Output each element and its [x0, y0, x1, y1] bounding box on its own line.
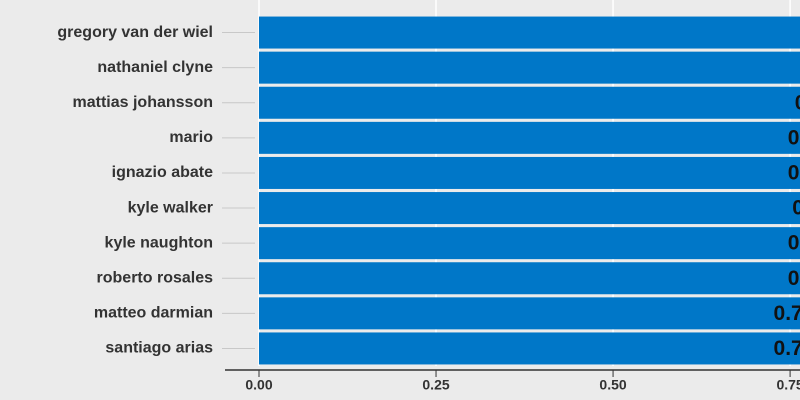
y-tick-label: matteo darmian	[94, 305, 213, 322]
y-tick-label: santiago arias	[105, 340, 213, 357]
y-tick-label: kyle walker	[128, 199, 213, 216]
x-tick-label: 0.50	[599, 377, 626, 393]
value-label: 0.81	[788, 267, 800, 290]
y-tick-label: kyle naughton	[105, 234, 213, 251]
value-label: 0.79	[774, 302, 800, 325]
bar	[259, 121, 800, 154]
value-label: 0.81	[788, 126, 800, 149]
value-label: 0.8	[792, 197, 800, 220]
value-label: 0.79	[774, 337, 800, 360]
x-tick-label: 0.00	[245, 377, 272, 393]
y-tick-label: mario	[169, 129, 213, 146]
bar	[259, 16, 800, 49]
bar	[259, 192, 800, 225]
y-tick-label: nathaniel clyne	[97, 59, 213, 76]
bar	[259, 156, 800, 189]
y-tick-label: mattias johansson	[73, 94, 213, 111]
x-tick-label: 0.75	[776, 377, 800, 393]
bar	[259, 297, 800, 330]
value-label: 0.81	[788, 232, 800, 255]
bar	[259, 332, 800, 365]
y-tick-label: roberto rosales	[97, 269, 214, 286]
value-label: 0.81	[788, 161, 800, 184]
y-tick-label: gregory van der wiel	[57, 24, 213, 41]
y-tick-label: ignazio abate	[112, 164, 213, 181]
value-label: 0.82	[795, 91, 800, 114]
x-tick-label: 0.25	[422, 377, 449, 393]
bar	[259, 86, 800, 119]
bar	[259, 262, 800, 295]
bar	[259, 227, 800, 260]
bar	[259, 51, 800, 84]
